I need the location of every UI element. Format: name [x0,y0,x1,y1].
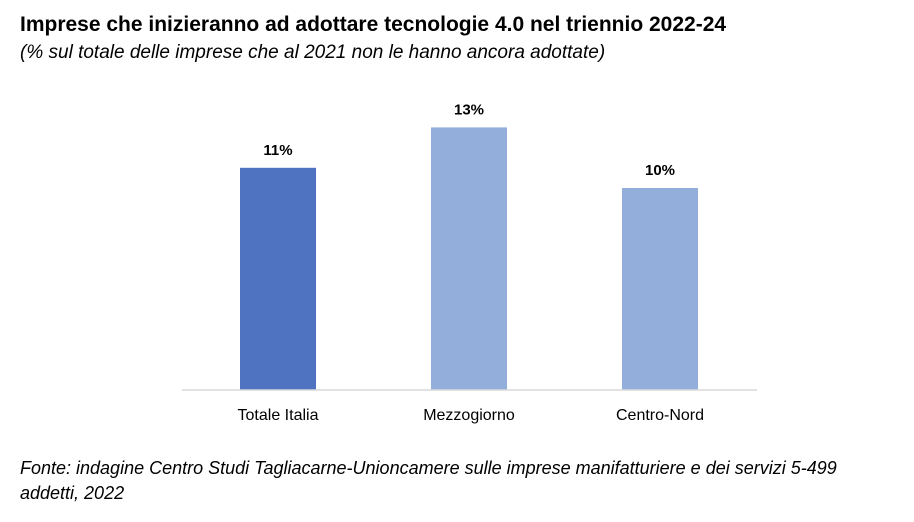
x-tick-label: Totale Italia [238,407,319,424]
source-note: Fonte: indagine Centro Studi Tagliacarne… [20,458,837,503]
chart-subtitle: (% sul totale delle imprese che al 2021 … [20,42,606,63]
x-tick-label: Mezzogiorno [423,407,515,424]
bar-chart: 11% Totale Italia 13% Mezzogiorno 10% Centro-… [182,101,757,424]
bars-layer [240,127,698,391]
data-label: 13% [454,101,484,118]
data-label: 11% [263,142,292,159]
bar-totale-italia [240,167,316,390]
labels-layer: 11% Totale Italia 13% Mezzogiorno 10% Centro-… [238,101,704,424]
chart-title: Imprese che inizieranno ad adottare tecn… [20,13,727,36]
data-label: 10% [645,162,675,179]
x-tick-label: Centro-Nord [616,407,704,424]
bar-mezzogiorno [431,127,507,391]
bar-centro-nord [622,188,698,390]
